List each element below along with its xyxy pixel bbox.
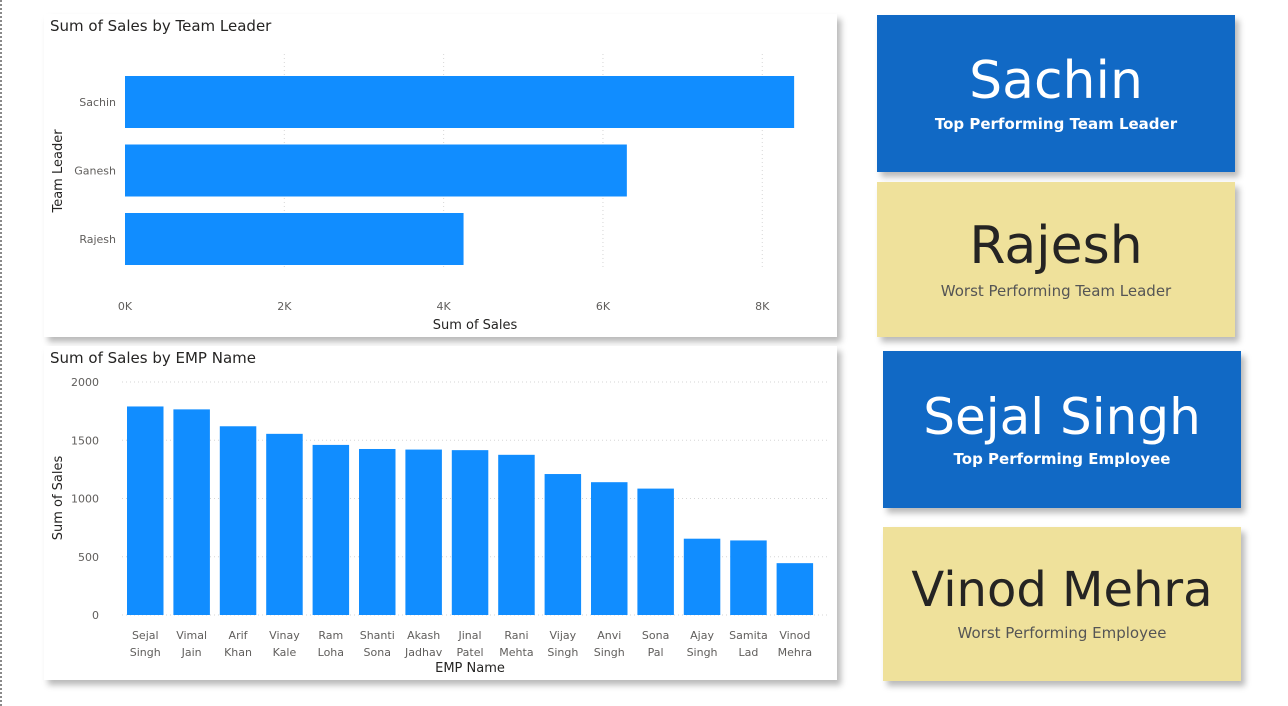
x-tick-label: Akash	[407, 629, 440, 642]
emp-sales-chart[interactable]: Sum of Sales by EMP Name 0 500 1000 1500 200…	[44, 346, 837, 680]
card-value: Sejal Singh	[923, 387, 1201, 446]
x-axis-title: Sum of Sales	[433, 318, 518, 333]
bar	[683, 538, 721, 615]
worst-team-leader-card[interactable]: Rajesh Worst Performing Team Leader	[877, 182, 1235, 337]
x-tick-label: Samita	[729, 629, 768, 642]
x-tick-label: Jain	[181, 646, 202, 659]
card-label: Top Performing Employee	[953, 449, 1171, 468]
x-tick-label: Vinod	[779, 629, 810, 642]
bar	[776, 563, 814, 615]
x-tick-label: 2K	[277, 300, 292, 313]
x-tick-label: Singh	[547, 646, 578, 659]
card-label: Worst Performing Employee	[957, 624, 1167, 642]
bar	[405, 449, 442, 615]
x-tick-label: Vimal	[176, 629, 207, 642]
x-tick-label: Singh	[130, 646, 161, 659]
bar	[312, 444, 350, 615]
x-tick-label: Singh	[687, 646, 718, 659]
y-axis-title: Sum of Sales	[51, 456, 66, 541]
x-tick-label: Lad	[739, 646, 759, 659]
top-employee-card[interactable]: Sejal Singh Top Performing Employee	[883, 351, 1241, 508]
x-tick-label: Patel	[457, 646, 484, 659]
team-leader-sales-chart[interactable]: Sum of Sales by Team Leader 0K 2K 4K 6K 8K Sa…	[44, 14, 837, 337]
card-label: Top Performing Team Leader	[934, 114, 1178, 133]
x-tick-label: 0K	[118, 300, 133, 313]
x-tick-label: Vinay	[269, 629, 300, 642]
x-axis-title: EMP Name	[435, 661, 505, 676]
card-value: Sachin	[969, 50, 1143, 111]
y-tick-label: 1500	[71, 434, 99, 447]
team-leader-bar-chart-svg: 0K 2K 4K 6K 8K Sachin Ganesh Rajesh Sum of Sales…	[51, 54, 795, 333]
bar	[125, 213, 464, 265]
x-tick-label: Ram	[318, 629, 343, 642]
x-tick-label: 6K	[596, 300, 611, 313]
card-value: Vinod Mehra	[911, 562, 1213, 618]
x-tick-label: Jadhav	[404, 646, 443, 659]
x-tick-label: 8K	[755, 300, 770, 313]
bar	[125, 144, 627, 197]
x-tick-label: Khan	[224, 646, 252, 659]
y-tick-label: 2000	[71, 376, 99, 389]
x-tick-label: Jinal	[458, 629, 482, 642]
bar	[359, 448, 396, 615]
x-tick-label: Pal	[648, 646, 664, 659]
y-tick-label: 500	[78, 551, 99, 564]
bar	[498, 454, 535, 615]
x-tick-label: Sona	[364, 646, 391, 659]
x-tick-label: Arif	[229, 629, 249, 642]
bar	[219, 426, 257, 615]
y-axis-title: Team Leader	[51, 129, 66, 214]
bar	[591, 482, 628, 615]
x-tick-label: Kale	[273, 646, 297, 659]
y-tick-label: Sachin	[79, 96, 116, 109]
chart-title: Sum of Sales by Team Leader	[50, 17, 272, 35]
bar	[544, 474, 582, 615]
y-tick-label: 0	[92, 609, 99, 622]
x-tick-label: Mehra	[778, 646, 813, 659]
x-tick-label: Sona	[642, 629, 669, 642]
bar	[173, 409, 210, 615]
x-tick-label: 4K	[437, 300, 452, 313]
chart-title: Sum of Sales by EMP Name	[50, 349, 256, 367]
x-tick-label: Mehta	[499, 646, 533, 659]
bar	[451, 450, 489, 615]
x-tick-label: Sejal	[132, 629, 159, 642]
y-tick-label: 1000	[71, 493, 99, 506]
x-tick-label: Vijay	[550, 629, 577, 642]
x-tick-label: Rani	[504, 629, 528, 642]
emp-bar-chart-svg: 0 500 1000 1500 2000 Sejal Singh Vimal Jain Arif K…	[51, 376, 830, 676]
y-tick-label: Rajesh	[79, 233, 116, 246]
bar	[730, 540, 767, 615]
bar	[266, 433, 303, 615]
top-team-leader-card[interactable]: Sachin Top Performing Team Leader	[877, 15, 1235, 172]
y-tick-label: Ganesh	[74, 165, 116, 178]
bar	[637, 488, 674, 615]
worst-employee-card[interactable]: Vinod Mehra Worst Performing Employee	[883, 527, 1241, 681]
x-tick-label: Anvi	[597, 629, 621, 642]
x-tick-label: Ajay	[690, 629, 714, 642]
card-label: Worst Performing Team Leader	[940, 281, 1172, 300]
bar	[125, 76, 795, 128]
x-tick-label: Loha	[318, 646, 344, 659]
x-tick-label: Singh	[594, 646, 625, 659]
page-border	[0, 0, 3, 706]
x-tick-label: Shanti	[360, 629, 395, 642]
card-value: Rajesh	[969, 215, 1143, 276]
bar	[127, 406, 164, 615]
